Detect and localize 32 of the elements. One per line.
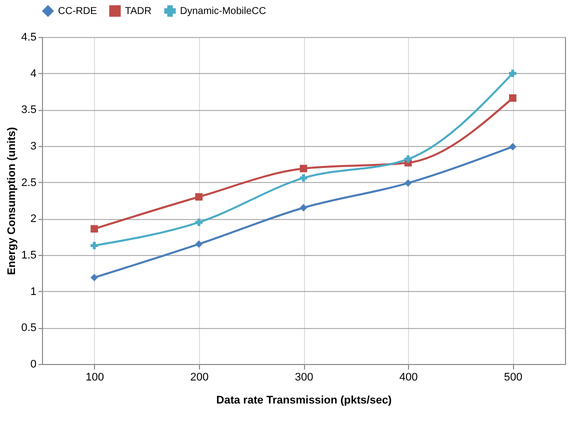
y-tick-label: 1.5: [21, 250, 36, 262]
legend-label: Dynamic-MobileCC: [180, 6, 266, 17]
x-tick-label: 200: [190, 372, 209, 384]
point: [90, 225, 98, 233]
y-tick-label: 4.5: [21, 32, 36, 44]
x-tick-label: 300: [294, 372, 314, 384]
y-tick-label: 2.5: [21, 176, 36, 189]
point: [90, 274, 98, 282]
x-axis-title: Data rate Transmission (pkts/sec): [216, 394, 392, 406]
y-tick-label: 4: [30, 68, 36, 80]
y-tick-label: 0.5: [21, 322, 36, 334]
point: [195, 218, 203, 226]
point: [300, 174, 308, 182]
legend-label: TADR: [125, 6, 152, 17]
legend-label: CC-RDE: [58, 6, 98, 17]
x-tick-label: 100: [86, 372, 104, 384]
x-tick-label: 500: [504, 372, 522, 384]
y-axis-title: Energy Consumption (units): [6, 126, 18, 275]
point: [404, 179, 412, 187]
point: [90, 242, 98, 250]
y-tick-label: 0: [30, 358, 36, 370]
y-tick-label: 3.5: [21, 104, 36, 116]
point: [195, 193, 203, 201]
point: [195, 240, 203, 248]
point: [404, 155, 412, 163]
y-tick-label: 2: [30, 213, 36, 226]
x-tick-label: 400: [399, 372, 418, 384]
y-tick-label: 1: [30, 286, 36, 298]
point: [508, 143, 516, 150]
y-tick-label: 3: [30, 140, 36, 152]
point: [508, 70, 516, 78]
point: [508, 94, 516, 102]
